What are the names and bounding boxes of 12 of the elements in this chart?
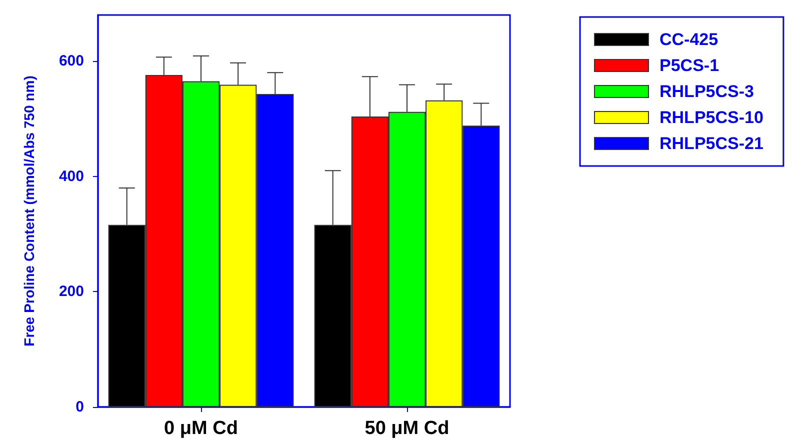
legend-label: P5CS-1 [660,56,720,75]
legend-label: RHLP5CS-3 [660,82,754,101]
legend-label: CC-425 [660,30,718,49]
legend-label: RHLP5CS-21 [660,134,764,153]
y-tick-label: 0 [76,398,84,416]
legend-label: RHLP5CS-10 [660,108,764,127]
y-tick-label: 600 [58,52,84,70]
x-tick-label: 50 μM Cd [364,418,450,439]
y-tick-label: 400 [58,168,84,185]
y-axis-title: Free Proline Content (mmol/Abs 750 nm) [21,76,37,346]
x-tick-label: 0 μM Cd [164,418,238,439]
y-tick-label: 200 [58,283,84,300]
